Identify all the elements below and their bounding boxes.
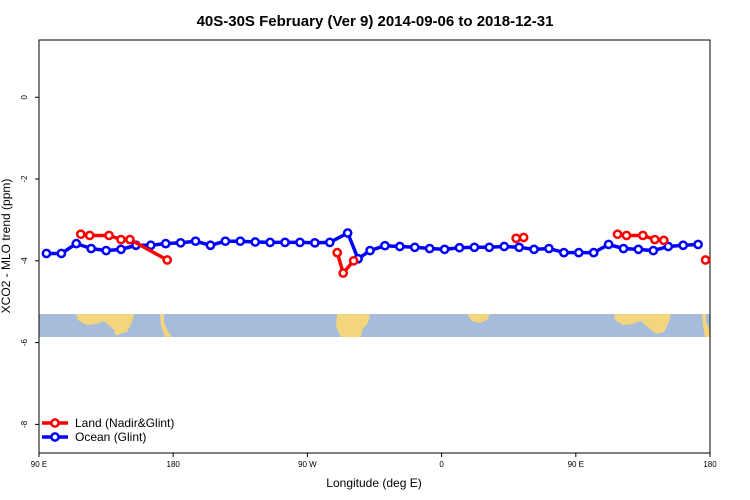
ocean-point: [693, 239, 703, 250]
ocean-point: [265, 237, 275, 248]
new-zealand-land: [160, 314, 172, 337]
land-series: [75, 229, 711, 278]
ocean-point: [295, 237, 305, 248]
ocean-point: [409, 242, 420, 253]
land-point: [348, 255, 359, 266]
ocean-point: [342, 228, 353, 238]
ocean-point: [678, 240, 689, 251]
ocean-point: [618, 243, 629, 254]
south-america-land: [336, 314, 370, 337]
chart-title: 40S-30S February (Ver 9) 2014-09-06 to 2…: [197, 13, 554, 30]
legend-item-land: Land (Nadir&Glint): [42, 416, 174, 430]
legend-item-ocean: Ocean (Glint): [42, 430, 146, 444]
ocean-point: [499, 241, 510, 252]
ocean-point: [424, 243, 435, 254]
ocean-point: [220, 236, 231, 247]
ocean-point: [101, 245, 111, 256]
ocean-point: [56, 248, 67, 259]
land-point: [162, 255, 173, 265]
land-point: [104, 230, 114, 241]
y-tick-label: -4: [20, 257, 29, 265]
ocean-point: [394, 241, 405, 252]
land-point: [338, 268, 349, 278]
series-layer: [41, 228, 711, 278]
x-axis: 90 E 180 90 W 0 90 E 180: [31, 453, 717, 469]
y-tick-label: -2: [20, 175, 29, 183]
ocean-point: [529, 244, 539, 255]
ocean-point: [160, 238, 171, 249]
tasmania-land: [114, 331, 120, 335]
ocean-point: [175, 237, 186, 248]
ocean-point: [235, 236, 246, 247]
ocean-point: [145, 240, 156, 251]
land-point: [511, 233, 522, 244]
land-point: [75, 229, 86, 240]
x-axis-label: Longitude (deg E): [326, 476, 421, 490]
land-point: [116, 234, 126, 245]
ocean-point: [559, 247, 569, 258]
x-tick-label: 90 W: [298, 460, 317, 469]
legend-label: Ocean (Glint): [75, 430, 146, 444]
land-point: [621, 230, 632, 241]
ocean-point: [544, 243, 554, 254]
ocean-point: [603, 239, 614, 250]
south-africa-land: [467, 314, 490, 323]
ocean-point: [380, 240, 390, 251]
ocean-point: [86, 243, 97, 254]
x-tick-label: 180: [703, 460, 717, 469]
ocean-point: [71, 238, 82, 249]
ocean-point: [190, 236, 201, 247]
ocean-band: [39, 314, 710, 337]
x-tick-label: 90 E: [568, 460, 584, 469]
land-point: [700, 255, 711, 265]
x-tick-label: 0: [439, 460, 444, 469]
land-point: [658, 235, 669, 246]
ocean-point: [205, 240, 216, 251]
y-tick-label: -6: [20, 338, 29, 346]
ocean-point: [588, 247, 599, 258]
x-tick-label: 90 E: [31, 460, 47, 469]
ocean-point: [250, 237, 261, 247]
ocean-point: [469, 242, 480, 253]
geography-strip: [39, 314, 710, 337]
ocean-point: [116, 244, 126, 255]
legend: Land (Nadir&Glint)Ocean (Glint): [42, 416, 174, 444]
ocean-point: [454, 242, 465, 253]
land-point: [649, 234, 660, 245]
land-point: [638, 230, 648, 241]
land-point: [332, 247, 343, 258]
legend-swatch-marker: [50, 418, 60, 428]
ocean-point: [439, 244, 450, 255]
ocean-point: [41, 248, 52, 259]
ocean-point: [514, 242, 524, 253]
australia-land: [76, 314, 134, 334]
ocean-point: [365, 245, 375, 256]
y-tick-label: -8: [20, 420, 29, 428]
ocean-point: [648, 245, 659, 256]
y-axis: 0 -2 -4 -6 -8: [20, 94, 39, 428]
land-point: [84, 230, 95, 241]
ocean-point: [633, 244, 644, 255]
y-tick-label: 0: [20, 94, 29, 99]
plot-frame: [38, 39, 711, 454]
ocean-series: [41, 228, 703, 264]
legend-swatch-marker: [50, 432, 60, 442]
australia-land-repeat: [614, 314, 671, 334]
land-point: [612, 229, 623, 240]
ocean-point: [663, 241, 674, 252]
ocean-point: [280, 237, 290, 248]
land-point: [518, 232, 529, 243]
ocean-point: [484, 242, 495, 253]
legend-label: Land (Nadir&Glint): [75, 416, 174, 430]
ocean-point: [573, 247, 584, 258]
ocean-point: [324, 237, 335, 248]
ocean-point: [310, 237, 320, 248]
new-zealand-land-repeat: [702, 314, 710, 337]
land-point: [125, 234, 135, 245]
x-tick-label: 180: [167, 460, 181, 469]
y-axis-label: XCO2 - MLO trend (ppm): [0, 179, 13, 314]
